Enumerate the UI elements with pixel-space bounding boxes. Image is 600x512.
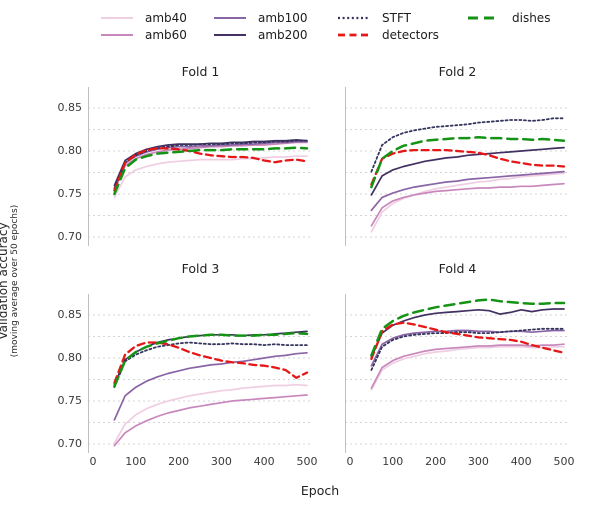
legend-label: detectors	[382, 28, 439, 42]
series-line-STFT	[113, 341, 308, 389]
series-line-dishes	[113, 331, 309, 388]
legend-swatch-dishes	[468, 16, 500, 20]
x-tick-label: 0	[346, 455, 354, 468]
legend-label: amb100	[258, 11, 308, 25]
x-tick-label: 0	[89, 455, 97, 468]
legend-swatch-amb200	[214, 33, 246, 37]
legend-swatch-amb100	[214, 16, 246, 20]
y-axis-label-main: Validation accuracy	[0, 222, 10, 340]
legend-item-amb100: amb100	[213, 11, 308, 25]
legend-swatch-amb40	[101, 16, 133, 20]
series-line-STFT	[370, 117, 565, 173]
series-line-amb40	[370, 345, 565, 391]
subplot-title-fold4: Fold 4	[438, 261, 477, 276]
fold2-plot	[345, 87, 569, 246]
legend-label: amb200	[258, 28, 308, 42]
legend-label: STFT	[382, 11, 411, 25]
series-line-amb60	[370, 343, 565, 389]
series-line-detectors	[370, 321, 566, 361]
legend-swatch-amb60	[101, 33, 133, 37]
x-tick-label: 300	[467, 455, 489, 468]
series-line-amb40	[370, 172, 565, 233]
x-axis-label: Epoch	[300, 483, 340, 498]
y-tick-label: 0.70	[57, 437, 83, 450]
series-line-amb200	[113, 138, 308, 187]
series-line-dishes	[370, 135, 566, 189]
series-line-dishes	[370, 298, 566, 357]
series-line-amb60	[113, 141, 308, 192]
legend-label: amb60	[145, 28, 187, 42]
x-tick-label: 500	[296, 455, 318, 468]
series-line-amb100	[370, 170, 565, 212]
series-line-amb200	[370, 308, 565, 358]
series-line-amb200	[370, 146, 565, 196]
series-line-amb60	[113, 394, 308, 447]
x-tick-label: 100	[382, 455, 404, 468]
legend-item-detectors: detectors	[337, 28, 439, 42]
legend-item-amb40: amb40	[100, 11, 187, 25]
x-tick-label: 500	[553, 455, 575, 468]
series-line-detectors	[113, 341, 309, 385]
series-line-amb40	[113, 155, 308, 199]
series-line-amb100	[370, 329, 565, 367]
y-tick-label: 0.85	[57, 101, 83, 114]
subplot-title-fold1: Fold 1	[181, 64, 220, 79]
legend-label: amb40	[145, 11, 187, 25]
fold1-plot	[88, 87, 312, 246]
series-line-detectors	[113, 147, 309, 192]
x-tick-label: 400	[253, 455, 275, 468]
series-line-amb40	[113, 383, 308, 444]
legend-item-amb200: amb200	[213, 28, 308, 42]
y-tick-label: 0.75	[57, 394, 83, 407]
x-tick-label: 100	[125, 455, 147, 468]
x-tick-label: 200	[425, 455, 447, 468]
legend-swatch-detectors	[338, 33, 370, 37]
legend-item-amb60: amb60	[100, 28, 187, 42]
series-line-amb60	[370, 182, 565, 227]
x-tick-label: 200	[168, 455, 190, 468]
fold3-plot	[88, 294, 312, 453]
y-tick-label: 0.70	[57, 230, 83, 243]
series-line-detectors	[370, 148, 566, 186]
legend-item-stft: STFT	[337, 11, 411, 25]
subplot-title-fold3: Fold 3	[181, 261, 220, 276]
y-tick-label: 0.80	[57, 144, 83, 157]
y-tick-label: 0.85	[57, 308, 83, 321]
y-tick-label: 0.75	[57, 187, 83, 200]
y-tick-label: 0.80	[57, 351, 83, 364]
y-axis-label-sub: (moving average over 50 epochs)	[10, 204, 20, 358]
x-tick-label: 400	[510, 455, 532, 468]
y-axis-label: Validation accuracy (moving average over…	[0, 161, 32, 401]
subplot-title-fold2: Fold 2	[438, 64, 477, 79]
legend-label: dishes	[512, 11, 551, 25]
fold4-plot	[345, 294, 569, 453]
series-line-dishes	[113, 146, 309, 196]
x-tick-label: 300	[210, 455, 232, 468]
legend-item-dishes: dishes	[467, 11, 550, 25]
series-line-amb100	[113, 351, 308, 421]
series-line-STFT	[113, 139, 308, 190]
legend-swatch-stft	[338, 16, 370, 20]
